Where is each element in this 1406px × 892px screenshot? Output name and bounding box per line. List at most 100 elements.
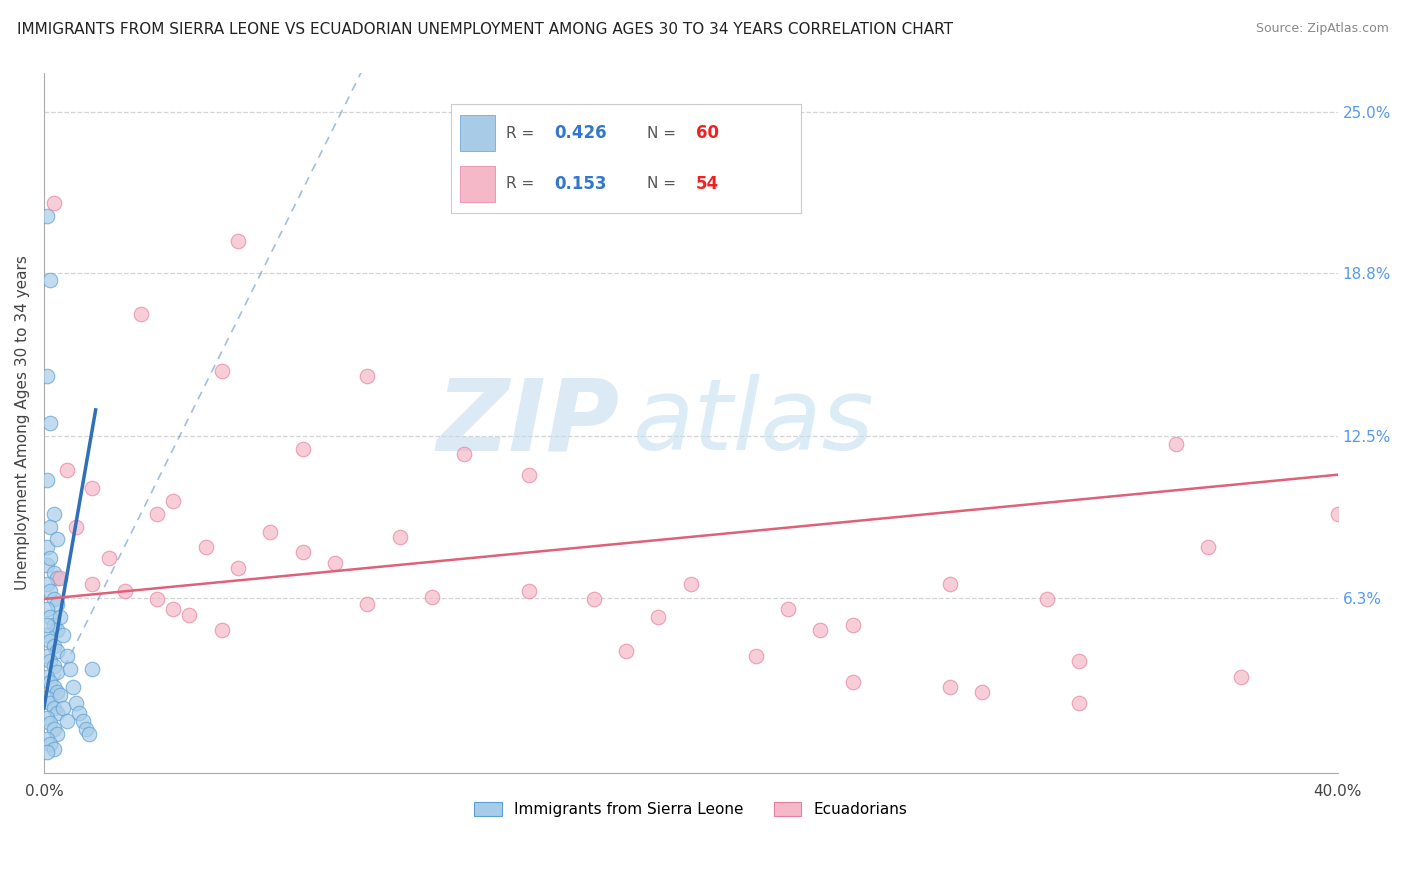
- Point: [45, 727, 67, 741]
- Point: [453, 447, 475, 461]
- Point: [647, 610, 669, 624]
- Point: [45, 665, 67, 679]
- Point: [211, 364, 233, 378]
- Point: [420, 590, 443, 604]
- Point: [517, 467, 540, 482]
- Point: [37, 209, 59, 223]
- Point: [39, 654, 62, 668]
- Text: IMMIGRANTS FROM SIERRA LEONE VS ECUADORIAN UNEMPLOYMENT AMONG AGES 30 TO 34 YEAR: IMMIGRANTS FROM SIERRA LEONE VS ECUADORI…: [17, 22, 953, 37]
- Point: [77, 727, 100, 741]
- Point: [39, 633, 62, 648]
- Point: [37, 473, 59, 487]
- Point: [39, 610, 62, 624]
- Point: [65, 519, 87, 533]
- Point: [1035, 592, 1057, 607]
- Point: [259, 524, 281, 539]
- Point: [39, 584, 62, 599]
- Point: [39, 696, 62, 710]
- Point: [52, 628, 75, 642]
- Point: [39, 519, 62, 533]
- Point: [1067, 696, 1090, 710]
- Point: [37, 618, 59, 632]
- Point: [39, 273, 62, 287]
- Point: [82, 481, 104, 495]
- Point: [614, 644, 637, 658]
- Text: Source: ZipAtlas.com: Source: ZipAtlas.com: [1256, 22, 1389, 36]
- Point: [37, 628, 59, 642]
- Point: [42, 195, 65, 210]
- Point: [37, 670, 59, 684]
- Point: [129, 307, 152, 321]
- Point: [291, 442, 314, 456]
- Point: [42, 701, 65, 715]
- Point: [146, 507, 169, 521]
- Point: [45, 706, 67, 720]
- Point: [37, 369, 59, 384]
- Point: [42, 742, 65, 756]
- Point: [39, 737, 62, 751]
- Point: [356, 369, 378, 384]
- Point: [42, 592, 65, 607]
- Point: [69, 706, 91, 720]
- Point: [42, 507, 65, 521]
- Point: [841, 675, 863, 690]
- Point: [55, 714, 77, 728]
- Point: [146, 592, 169, 607]
- Point: [45, 685, 67, 699]
- Point: [970, 685, 993, 699]
- Point: [39, 550, 62, 565]
- Point: [49, 571, 72, 585]
- Point: [37, 649, 59, 664]
- Point: [1326, 507, 1348, 521]
- Point: [37, 745, 59, 759]
- Point: [52, 701, 75, 715]
- Point: [62, 680, 84, 694]
- Point: [97, 550, 120, 565]
- Point: [39, 716, 62, 731]
- Point: [72, 714, 94, 728]
- Point: [45, 597, 67, 611]
- Point: [42, 639, 65, 653]
- Point: [37, 690, 59, 705]
- Point: [37, 602, 59, 616]
- Point: [42, 566, 65, 581]
- Y-axis label: Unemployment Among Ages 30 to 34 years: Unemployment Among Ages 30 to 34 years: [15, 255, 30, 591]
- Point: [45, 644, 67, 658]
- Point: [162, 493, 184, 508]
- Text: ZIP: ZIP: [437, 375, 620, 471]
- Point: [1197, 541, 1219, 555]
- Point: [42, 680, 65, 694]
- Point: [1229, 670, 1251, 684]
- Point: [582, 592, 605, 607]
- Point: [37, 576, 59, 591]
- Point: [841, 618, 863, 632]
- Point: [211, 623, 233, 637]
- Point: [37, 541, 59, 555]
- Point: [55, 462, 77, 476]
- Point: [1067, 654, 1090, 668]
- Point: [42, 722, 65, 736]
- Point: [323, 556, 346, 570]
- Point: [65, 696, 87, 710]
- Point: [744, 649, 766, 664]
- Point: [776, 602, 799, 616]
- Point: [938, 680, 960, 694]
- Point: [39, 675, 62, 690]
- Point: [162, 602, 184, 616]
- Point: [49, 610, 72, 624]
- Point: [114, 584, 136, 599]
- Point: [1164, 436, 1187, 450]
- Point: [37, 711, 59, 725]
- Point: [59, 662, 82, 676]
- Point: [356, 597, 378, 611]
- Point: [42, 618, 65, 632]
- Point: [82, 662, 104, 676]
- Point: [226, 235, 249, 249]
- Point: [75, 722, 97, 736]
- Point: [45, 571, 67, 585]
- Point: [55, 649, 77, 664]
- Point: [42, 659, 65, 673]
- Point: [39, 416, 62, 430]
- Point: [45, 533, 67, 547]
- Point: [291, 545, 314, 559]
